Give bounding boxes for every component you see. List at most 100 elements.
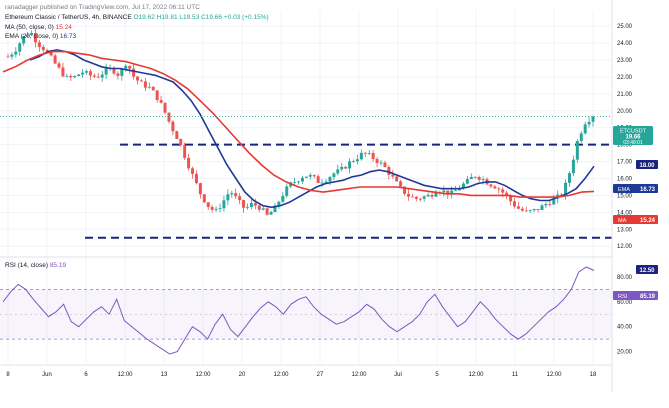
candle-body: [344, 166, 348, 169]
candle-body: [548, 204, 552, 205]
candle-body: [528, 210, 532, 211]
time-tick-label: 12:00: [468, 372, 484, 378]
candle-body: [567, 173, 571, 183]
candle-body: [552, 198, 556, 205]
price-badge-symbol: ETCUSDT: [620, 129, 647, 135]
ema-legend-label: EMA (20, close, 0): [5, 33, 59, 40]
candle-body: [206, 202, 210, 208]
candle-body: [359, 152, 363, 160]
candle-body: [202, 194, 206, 203]
candle-body: [253, 203, 257, 206]
candle-body: [10, 54, 14, 57]
candle-body: [77, 74, 81, 76]
candle-body: [285, 186, 289, 196]
price-tick-label: 12.00: [617, 244, 633, 250]
time-tick-label: 20: [239, 372, 246, 378]
time-tick-label: 18: [590, 372, 597, 378]
candle-body: [187, 157, 191, 169]
candle-body: [501, 189, 505, 193]
rsi-tick-label: 60.00: [617, 300, 633, 306]
candle-body: [406, 193, 410, 197]
price-tick-label: 15.00: [617, 193, 633, 199]
candle-body: [88, 71, 92, 76]
candle-body: [269, 212, 273, 215]
candle-body: [399, 181, 403, 187]
candle-body: [139, 80, 143, 82]
candle-body: [155, 90, 159, 101]
candle-body: [128, 65, 132, 69]
candle-body: [261, 208, 265, 210]
candle-body: [461, 183, 465, 189]
candle-body: [430, 194, 434, 197]
time-tick-label: 11: [512, 372, 519, 378]
candle-body: [297, 181, 301, 183]
price-tick-label: 17.00: [617, 160, 633, 166]
candle-body: [489, 184, 493, 187]
ema-line: [29, 49, 595, 209]
candle-body: [304, 176, 308, 178]
candle-body: [33, 33, 37, 43]
candle-body: [249, 203, 253, 207]
ema-legend[interactable]: EMA (20, close, 0) 16.73: [5, 33, 76, 40]
candle-body: [30, 33, 34, 36]
rsi-axis: 80.00 60.00 40.00 20.00: [617, 275, 633, 356]
candle-body: [450, 190, 454, 195]
candle-body: [159, 100, 163, 103]
candle-body: [41, 46, 45, 51]
rsi-line: [2, 266, 595, 355]
candle-body: [61, 67, 65, 77]
ma-legend-value: 15.24: [55, 24, 72, 31]
candle-body: [163, 102, 167, 113]
candle-body: [442, 190, 446, 193]
candle-body: [73, 75, 77, 78]
candle-body: [469, 177, 473, 180]
candle-body: [493, 186, 497, 189]
time-tick-label: 12:00: [273, 372, 289, 378]
candle-body: [308, 175, 312, 177]
candle-body: [509, 195, 513, 202]
candle-body: [571, 159, 575, 174]
candle-body: [281, 195, 285, 202]
price-tick-label: 24.00: [617, 41, 633, 47]
price-tick-label: 14.00: [617, 210, 633, 216]
candle-body: [583, 124, 587, 134]
candle-body: [53, 55, 57, 64]
ma-legend[interactable]: MA (50, close, 0) 15.24: [5, 24, 72, 31]
candle-body: [293, 182, 297, 183]
level-high-value: 18.00: [639, 163, 655, 169]
candle-body: [104, 68, 108, 75]
price-tick-label: 13.00: [617, 227, 633, 233]
candle-body: [560, 194, 564, 196]
candle-body: [520, 208, 524, 211]
rsi-legend[interactable]: RSI (14, close) 85.19: [5, 262, 66, 269]
candle-body: [387, 167, 391, 175]
candles: [6, 28, 595, 216]
candle-body: [26, 35, 30, 37]
candle-body: [564, 182, 568, 196]
time-tick-label: 12:00: [351, 372, 367, 378]
price-tick-label: 23.00: [617, 58, 633, 64]
candle-body: [112, 67, 116, 74]
price-tick-label: 16.00: [617, 177, 633, 183]
candle-body: [18, 43, 22, 52]
time-tick-label: 12:00: [546, 372, 562, 378]
candle-body: [265, 208, 269, 215]
ma-legend-label: MA (50, close, 0): [5, 24, 54, 31]
candle-body: [147, 86, 151, 88]
candle-body: [257, 205, 261, 210]
price-badge: ETCUSDT 19.66 03:48:01: [613, 126, 653, 146]
candle-body: [57, 63, 61, 68]
candle-body: [320, 182, 324, 184]
rsi-badge: RSI 85.19: [613, 291, 658, 300]
candle-body: [198, 183, 202, 195]
candle-body: [116, 73, 120, 76]
time-tick-label: Jul: [394, 372, 402, 378]
candle-body: [497, 188, 501, 190]
rsi-grid: [0, 289, 612, 340]
candle-body: [575, 141, 579, 160]
time-tick-label: 5: [435, 372, 439, 378]
candle-body: [120, 68, 124, 76]
price-tick-label: 18.00: [617, 143, 633, 149]
candle-body: [446, 190, 450, 195]
